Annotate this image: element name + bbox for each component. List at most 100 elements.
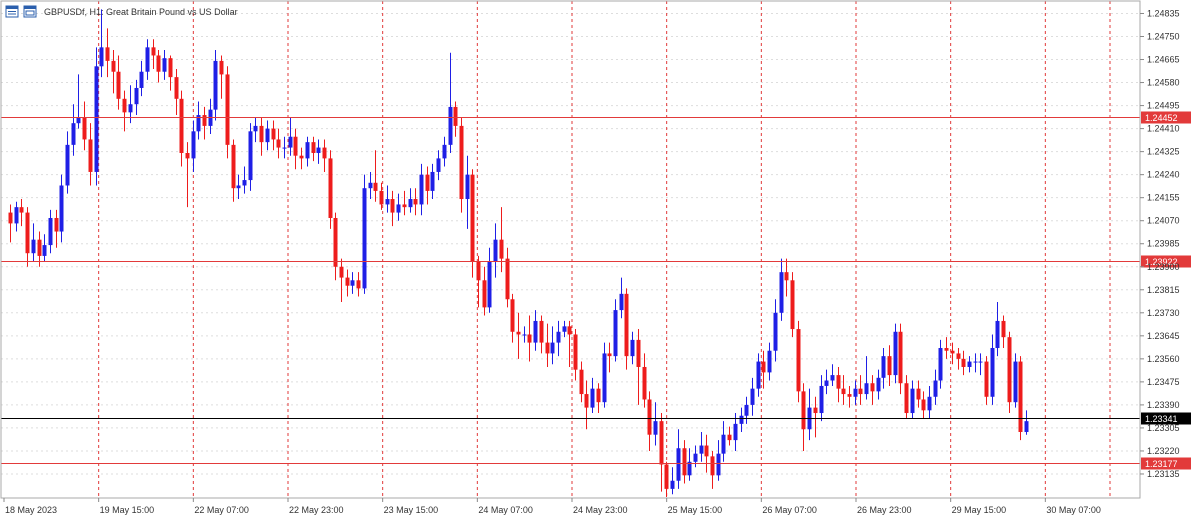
candle-body bbox=[1001, 320, 1006, 338]
x-tick-label: 19 May 15:00 bbox=[100, 505, 155, 515]
candle-bullish bbox=[927, 385, 932, 419]
candle-bullish bbox=[448, 52, 453, 153]
candle-body bbox=[522, 334, 527, 336]
candle-bullish bbox=[191, 120, 196, 172]
candle-bearish bbox=[453, 101, 458, 137]
candle-body bbox=[1024, 421, 1029, 432]
candle-bearish bbox=[636, 329, 641, 405]
candle-bullish bbox=[162, 50, 167, 80]
candle-body bbox=[362, 188, 367, 289]
candle-bullish bbox=[779, 258, 784, 321]
candle-body bbox=[739, 415, 744, 424]
x-tick-label: 22 May 07:00 bbox=[194, 505, 249, 515]
plot-frame bbox=[0, 0, 1141, 499]
candle-body bbox=[790, 280, 795, 330]
candle-bullish bbox=[767, 342, 772, 381]
candle-body bbox=[105, 47, 110, 61]
candle-body bbox=[1018, 361, 1023, 432]
candle-body bbox=[202, 115, 207, 126]
candle-body bbox=[527, 334, 532, 343]
candle-bullish bbox=[42, 234, 47, 262]
candle-bullish bbox=[196, 101, 201, 140]
candle-body bbox=[967, 361, 972, 367]
chart-title: GBPUSDf, H1: Great Britain Pound vs US D… bbox=[44, 7, 238, 17]
candle-body bbox=[99, 47, 104, 67]
candle-bearish bbox=[179, 90, 184, 167]
candle-bullish bbox=[396, 193, 401, 221]
current-price-label: 1.23341 bbox=[1145, 414, 1178, 424]
candle-body bbox=[545, 342, 550, 354]
candle-body bbox=[248, 131, 253, 181]
candle-bearish bbox=[168, 55, 173, 91]
level-tag-label: 1.24452 bbox=[1145, 113, 1178, 123]
candle-bearish bbox=[413, 188, 418, 216]
candle-bullish bbox=[881, 348, 886, 389]
chart-window-icon[interactable] bbox=[23, 5, 37, 18]
candle-body bbox=[487, 261, 492, 308]
y-tick-label: 1.24070 bbox=[1147, 216, 1180, 226]
candle-body bbox=[71, 123, 76, 145]
candle-body bbox=[25, 212, 30, 254]
candle-bearish bbox=[847, 385, 852, 408]
candle-body bbox=[933, 380, 938, 397]
candle-bullish bbox=[824, 369, 829, 395]
candle-body bbox=[779, 272, 784, 313]
candle-body bbox=[716, 453, 721, 476]
candle-body bbox=[288, 136, 293, 148]
candle-bearish bbox=[761, 350, 766, 389]
chart-menu-icon[interactable] bbox=[5, 5, 19, 18]
candle-body bbox=[430, 171, 435, 191]
candle-body bbox=[196, 115, 201, 132]
candle-bullish bbox=[65, 131, 70, 194]
candle-body bbox=[653, 421, 658, 435]
y-tick-label: 1.24495 bbox=[1147, 101, 1180, 111]
candle-bullish bbox=[128, 85, 133, 124]
candle-bullish bbox=[1024, 410, 1029, 435]
period-separators bbox=[98, 1, 1111, 498]
candle-bearish bbox=[664, 461, 669, 497]
candle-body bbox=[265, 128, 270, 143]
candle-bearish bbox=[276, 128, 281, 159]
candle-body bbox=[630, 339, 635, 357]
candle-bearish bbox=[784, 258, 789, 297]
candle-body bbox=[624, 293, 629, 357]
candle-body bbox=[1007, 337, 1012, 403]
candle-bullish bbox=[59, 174, 64, 243]
candle-bearish bbox=[470, 169, 475, 278]
level-tag-label: 1.23922 bbox=[1145, 257, 1178, 267]
candle-body bbox=[921, 399, 926, 411]
candle-body bbox=[682, 448, 687, 476]
candle-bearish bbox=[339, 258, 344, 302]
candle-bearish bbox=[116, 55, 121, 110]
candle-body bbox=[750, 388, 755, 405]
y-tick-label: 1.23730 bbox=[1147, 308, 1180, 318]
candle-body bbox=[191, 131, 196, 159]
candle-body bbox=[419, 174, 424, 205]
candle-bullish bbox=[1013, 353, 1018, 408]
candle-body bbox=[442, 144, 447, 159]
candle-bullish bbox=[533, 310, 538, 351]
candle-bearish bbox=[916, 380, 921, 408]
x-tick-label: 23 May 15:00 bbox=[384, 505, 439, 515]
price-axis: 1.24835 1.24750 1.24665 1.24580 1.24495 1.244… bbox=[1140, 8, 1180, 479]
candle-body bbox=[116, 71, 121, 99]
candle-body bbox=[311, 142, 316, 153]
candle-bearish bbox=[482, 266, 487, 316]
y-tick-label: 1.23390 bbox=[1147, 400, 1180, 410]
candle-body bbox=[179, 98, 184, 153]
candle-body bbox=[687, 461, 692, 476]
candle-bullish bbox=[493, 223, 498, 278]
candle-body bbox=[642, 366, 647, 400]
candle-bearish bbox=[539, 315, 544, 354]
candle-bullish bbox=[430, 163, 435, 200]
candle-bullish bbox=[933, 369, 938, 405]
candle-body bbox=[168, 58, 173, 78]
candle-body bbox=[613, 310, 618, 357]
candle-body bbox=[847, 394, 852, 397]
candle-body bbox=[813, 407, 818, 414]
candle-bearish bbox=[836, 366, 841, 403]
candle-body bbox=[938, 348, 943, 381]
candle-bearish bbox=[322, 139, 327, 172]
candle-body bbox=[567, 326, 572, 335]
